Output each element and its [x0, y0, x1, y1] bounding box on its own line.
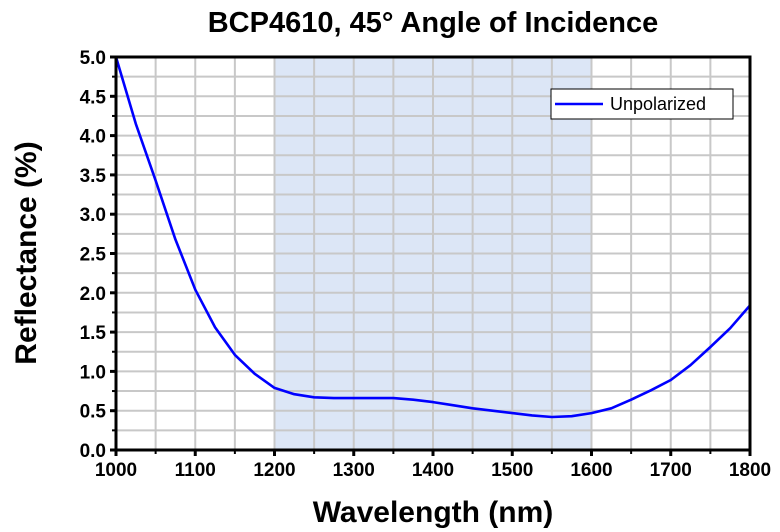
x-axis-label: Wavelength (nm) — [313, 496, 554, 529]
plot-area: 1000 1100 1200 1300 1400 1500 1600 1700 1800 0.0 0… — [80, 48, 772, 481]
x-tick-label: 1000 — [95, 460, 137, 481]
x-tick-label: 1600 — [570, 460, 612, 481]
x-tick-label: 1400 — [412, 460, 454, 481]
y-tick-label: 3.0 — [80, 205, 106, 226]
y-tick-label: 4.5 — [80, 87, 107, 108]
x-tick-label: 1300 — [333, 460, 375, 481]
x-tick-label: 1100 — [175, 460, 216, 481]
x-tick-label: 1500 — [491, 460, 533, 481]
x-tick-label: 1200 — [253, 460, 295, 481]
y-axis-label: Reflectance (%) — [10, 141, 43, 364]
legend-label: Unpolarized — [610, 94, 706, 114]
y-tick-label: 5.0 — [80, 48, 106, 69]
y-tick-label: 1.5 — [80, 323, 107, 344]
y-tick-label: 4.0 — [80, 127, 106, 148]
y-tick-label: 0.0 — [80, 441, 106, 462]
chart-title: BCP4610, 45° Angle of Incidence — [208, 7, 659, 39]
legend: Unpolarized — [550, 88, 734, 120]
y-tick-label: 2.5 — [80, 245, 107, 266]
x-tick-label: 1700 — [650, 460, 692, 481]
y-tick-label: 1.0 — [80, 362, 106, 383]
series-line-unpolarized — [114, 56, 751, 419]
y-tick-label: 0.5 — [80, 402, 107, 423]
x-tick-label: 1800 — [729, 460, 771, 481]
y-tick-label: 3.5 — [80, 166, 107, 187]
y-tick-label: 2.0 — [80, 284, 106, 305]
